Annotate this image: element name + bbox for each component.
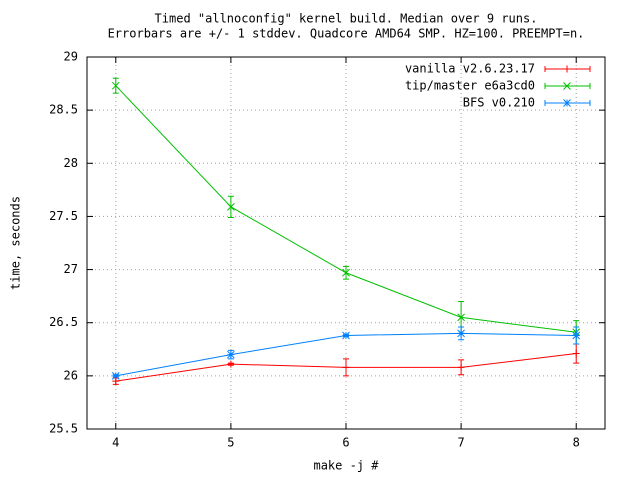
point-marker [457,329,465,338]
y-tick-label: 27 [64,262,78,276]
legend-errorbar [544,100,591,106]
x-axis-label: make -j # [313,459,379,473]
y-tick-label: 28 [64,156,78,170]
point-marker [572,350,580,358]
point-marker [572,331,581,340]
point-marker [457,313,465,322]
legend-marker [563,82,571,90]
x-tick-label: 4 [112,436,119,450]
x-tick-label: 6 [342,436,349,450]
chart-title: Timed "allnoconfig" kernel build. Median… [155,12,538,26]
y-axis-label: time, seconds [9,196,23,290]
legend-label: vanilla v2.6.23.17 [405,62,535,76]
plot-frame [86,56,606,430]
legend-marker [563,99,571,107]
y-tick-label: 29 [64,50,78,64]
point-marker [227,350,235,359]
y-tick-label: 26.5 [49,315,78,329]
point-marker [457,363,465,371]
y-tick-label: 25.5 [49,422,78,436]
legend-errorbar [544,83,591,89]
legend-marker [563,65,571,73]
point-marker [227,360,235,368]
point-marker [111,81,120,90]
y-tick-label: 28.5 [49,103,78,117]
legend-errorbar [544,66,591,72]
point-marker [342,363,350,371]
y-tick-label: 26 [64,368,78,382]
point-marker [227,203,235,211]
point-marker [342,268,350,277]
y-tick-label: 27.5 [49,209,78,223]
chart-subtitle: Errorbars are +/- 1 stddev. Quadcore AMD… [108,27,585,41]
point-marker [111,372,120,380]
x-tick-label: 8 [573,436,580,450]
x-tick-label: 5 [227,436,234,450]
legend-label: tip/master e6a3cd0 [405,79,535,93]
x-tick-label: 7 [457,436,464,450]
point-marker [342,331,350,340]
legend-label: BFS v0.210 [463,96,535,110]
